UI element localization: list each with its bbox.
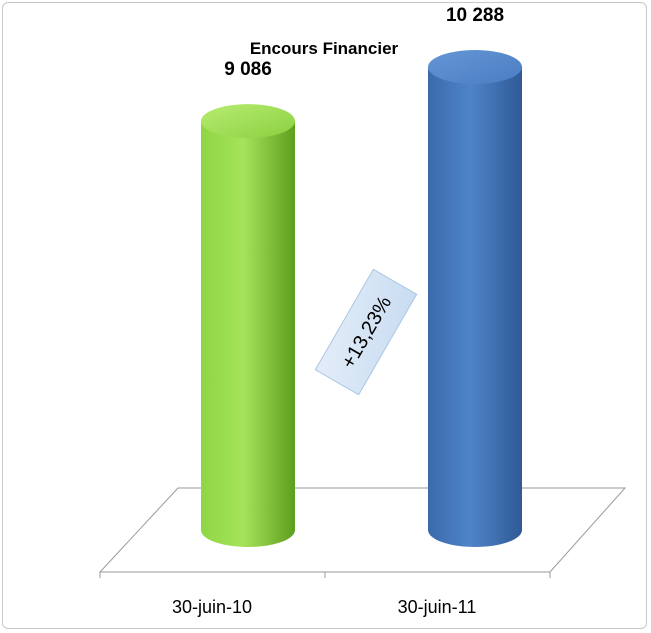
chart-floor (98, 487, 627, 573)
chart-title: Encours Financier (250, 39, 399, 58)
bar-value-label: 9 086 (224, 59, 272, 80)
bar-value-label: 10 288 (446, 5, 504, 26)
bars-group: 9 086 10 288 (201, 5, 522, 547)
bar-body (428, 67, 522, 547)
bar-top (201, 104, 295, 139)
growth-annotation-box (314, 268, 418, 396)
category-label: 30-juin-10 (172, 597, 252, 617)
bar-body (201, 121, 295, 547)
category-label: 30-juin-11 (398, 597, 477, 617)
growth-annotation: +13,23% (314, 268, 418, 396)
bar-top (428, 50, 522, 85)
